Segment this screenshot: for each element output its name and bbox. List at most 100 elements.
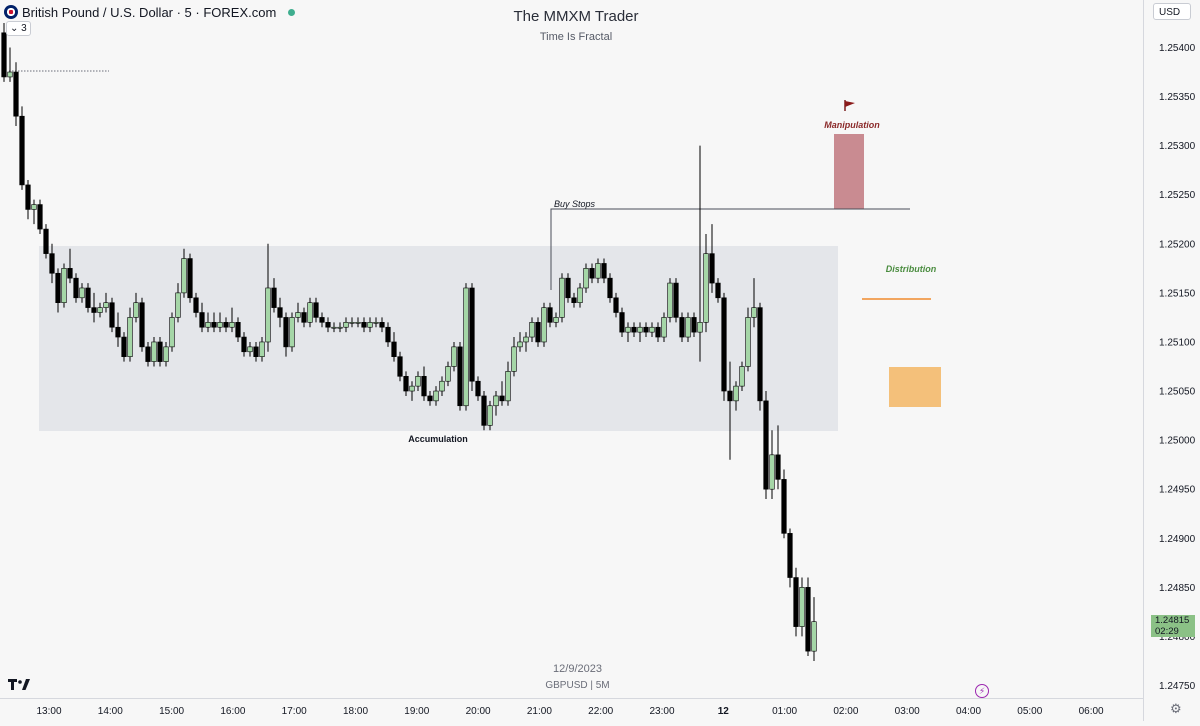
manipulation-zone [834, 134, 864, 209]
candle-body [751, 307, 757, 318]
candle [631, 322, 637, 338]
candle-body [805, 587, 811, 652]
candle-body [157, 341, 163, 362]
candle [637, 322, 643, 342]
chart-subtitle: Time Is Fractal [539, 31, 613, 43]
candle-body [403, 376, 409, 392]
symbol-header[interactable]: British Pound / U.S. Dollar · 5 · FOREX.… [4, 3, 296, 21]
candle [115, 312, 121, 347]
candle [247, 341, 253, 357]
candle-body [727, 390, 733, 402]
candle [361, 317, 367, 333]
candle-body [433, 390, 439, 402]
candle-body [229, 322, 235, 328]
symbol-name[interactable]: British Pound / U.S. Dollar · 5 · FOREX.… [22, 4, 277, 20]
candle [235, 317, 241, 342]
candle [355, 317, 361, 328]
distribution-zone [889, 367, 941, 407]
candle-body [319, 317, 325, 323]
time-tick-label: 05:00 [1017, 706, 1042, 717]
candle-body [595, 263, 601, 279]
tradingview-logo-icon[interactable] [8, 679, 30, 693]
candle-body [223, 322, 229, 328]
candle [499, 381, 505, 406]
candle [661, 312, 667, 342]
candle [43, 224, 49, 259]
candle [625, 322, 631, 342]
price-tick-label: 1.25400 [1159, 43, 1196, 54]
candle-body [331, 326, 337, 329]
candle [763, 391, 769, 500]
candle [145, 341, 151, 367]
candle [73, 273, 79, 303]
candle-body [793, 577, 799, 627]
candle-body [247, 346, 253, 353]
candle [91, 292, 97, 323]
candle-body [7, 71, 13, 78]
candle-body [97, 307, 103, 313]
candle-body [133, 302, 139, 318]
candle [265, 243, 271, 352]
candle [769, 430, 775, 500]
candle [577, 283, 583, 308]
price-tick-label: 1.25300 [1159, 141, 1196, 152]
candle-body [61, 268, 67, 304]
candle [649, 322, 655, 338]
candle-body [577, 287, 583, 304]
candle [805, 577, 811, 657]
candle-body [169, 317, 175, 348]
candle [697, 145, 703, 362]
price-tick-label: 1.24800 [1159, 632, 1196, 643]
candle [259, 337, 265, 362]
candle [367, 317, 373, 333]
candle [31, 199, 37, 225]
candle [379, 317, 385, 333]
price-tick-label: 1.25150 [1159, 288, 1196, 299]
candle [715, 278, 721, 303]
candle-body [517, 341, 523, 348]
candle [121, 332, 127, 362]
candle-body [271, 287, 277, 308]
candle-body [811, 621, 817, 652]
candle [151, 337, 157, 367]
candle [493, 391, 499, 416]
candle [67, 248, 73, 284]
candle [391, 332, 397, 362]
gear-icon[interactable]: ⚙ [1170, 701, 1182, 716]
candle [331, 322, 337, 333]
candle-body [757, 307, 763, 402]
candle [757, 302, 763, 411]
currency-flag-icon [4, 5, 18, 19]
candle-body [601, 263, 607, 279]
candle-body [241, 336, 247, 353]
candle-body [73, 277, 79, 299]
candle-body [529, 322, 535, 338]
currency-selector[interactable]: USD [1153, 3, 1191, 20]
candle-body [733, 385, 739, 402]
candle [271, 278, 277, 313]
candle-body [457, 346, 463, 407]
lightning-icon[interactable]: ⚡ [975, 684, 989, 698]
candle [349, 317, 355, 328]
candle [601, 258, 607, 284]
candle-body [367, 322, 373, 328]
candle [241, 332, 247, 357]
candle [301, 307, 307, 328]
candle-body [121, 336, 127, 357]
candle-body [775, 454, 781, 480]
candle [229, 307, 235, 333]
candle-body [355, 322, 361, 324]
candle [373, 317, 379, 328]
candle-body [631, 326, 637, 333]
candle-body [469, 287, 475, 382]
candle-body [115, 326, 121, 338]
candle [667, 278, 673, 323]
candle-body [697, 322, 703, 333]
candle [457, 341, 463, 411]
candle [163, 341, 169, 367]
candle [721, 292, 727, 401]
candle-body [361, 322, 367, 328]
indicators-collapse-button[interactable]: ⌄ 3 [6, 21, 31, 36]
